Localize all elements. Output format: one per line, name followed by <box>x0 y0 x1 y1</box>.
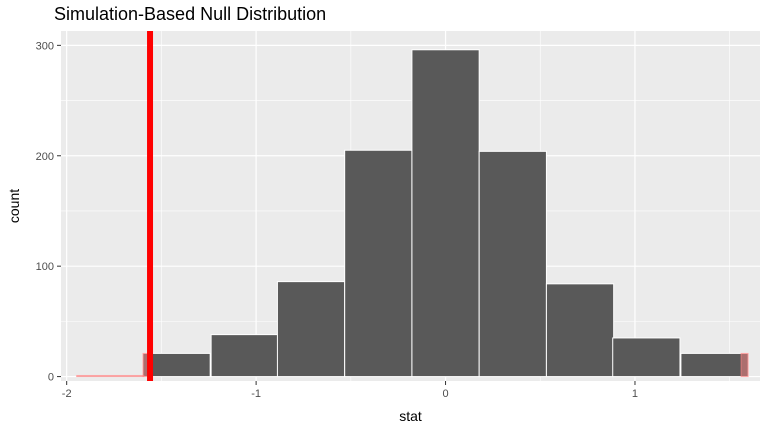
y-tick-label: 300 <box>36 40 54 52</box>
histogram-bar <box>545 283 615 378</box>
histogram-bar <box>210 334 279 378</box>
shaded-region <box>740 352 749 378</box>
histogram-bar <box>680 352 749 378</box>
y-axis: 0 100 200 300 <box>36 40 61 384</box>
shaded-region <box>76 374 145 378</box>
x-tick-label: -2 <box>62 388 72 400</box>
x-tick-label: 1 <box>632 388 638 400</box>
histogram-bar <box>612 337 681 378</box>
histogram-bar <box>344 149 413 378</box>
x-tick-label: -1 <box>251 388 261 400</box>
histogram-bar <box>276 281 346 378</box>
chart-title: Simulation-Based Null Distribution <box>54 4 327 24</box>
y-tick-label: 100 <box>36 261 54 273</box>
x-axis: -2 -1 0 1 <box>62 381 638 400</box>
y-axis-title: count <box>6 189 22 223</box>
y-tick-label: 0 <box>48 372 54 384</box>
histogram-bar <box>478 150 547 378</box>
x-tick-label: 0 <box>442 388 448 400</box>
histogram-bars <box>76 49 749 378</box>
y-tick-label: 200 <box>36 151 54 163</box>
histogram-bar <box>411 49 480 378</box>
x-axis-title: stat <box>399 408 422 424</box>
